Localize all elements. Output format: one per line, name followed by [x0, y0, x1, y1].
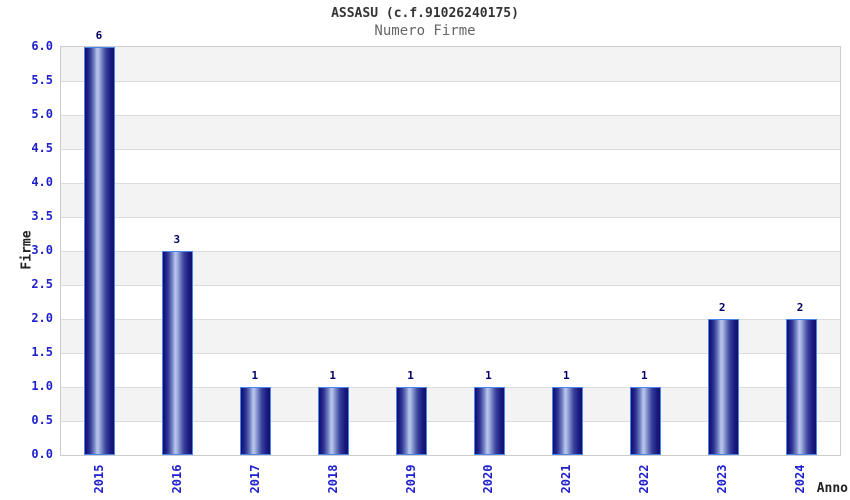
x-axis-label: Anno [816, 481, 848, 496]
y-tick-label: 2.0 [31, 311, 53, 325]
x-tick-label: 2016 [169, 464, 184, 494]
x-tick-label: 2023 [715, 464, 730, 494]
y-tick-label: 5.0 [31, 107, 53, 121]
x-tick-label: 2020 [481, 464, 496, 494]
background-band [61, 47, 840, 81]
gridline [61, 285, 840, 286]
bar-2022 [629, 387, 661, 455]
y-tick-label: 3.5 [31, 209, 53, 223]
bar-2020 [473, 387, 505, 455]
gridline [61, 251, 840, 252]
plot-area [60, 46, 841, 456]
background-band [61, 115, 840, 149]
y-tick-label: 4.0 [31, 175, 53, 189]
bar-2016 [162, 251, 194, 455]
background-band [61, 183, 840, 217]
bar-value-label: 1 [563, 369, 570, 382]
bar-2015 [84, 47, 116, 455]
gridline [61, 217, 840, 218]
bar-2024 [785, 319, 817, 455]
bar-2019 [396, 387, 428, 455]
bar-value-label: 2 [796, 301, 804, 314]
y-tick-label: 0.5 [31, 413, 53, 427]
x-tick-label: 2017 [247, 464, 262, 494]
y-tick-label: 3.0 [31, 243, 53, 257]
background-band [61, 217, 840, 251]
background-band [61, 81, 840, 115]
bar-2021 [551, 387, 583, 455]
y-tick-label: 0.0 [31, 447, 53, 461]
x-tick-label: 2024 [793, 464, 808, 494]
y-tick-label: 4.5 [31, 141, 53, 155]
gridline [61, 353, 840, 354]
bar-value-label: 1 [407, 369, 414, 382]
chart-subtitle: Numero Firme [374, 23, 476, 39]
gridline [61, 183, 840, 184]
gridline [61, 81, 840, 82]
gridline [61, 387, 840, 388]
y-tick-label: 1.5 [31, 345, 53, 359]
chart-title: ASSASU (c.f.91026240175) [331, 6, 519, 21]
x-tick-label: 2018 [325, 464, 340, 494]
gridline [61, 115, 840, 116]
bar-2023 [707, 319, 739, 455]
gridline [61, 319, 840, 320]
bar-value-label: 1 [251, 369, 259, 382]
bar-2017 [240, 387, 272, 455]
bar-value-label: 1 [640, 369, 648, 382]
y-tick-label: 2.5 [31, 277, 53, 291]
x-tick-label: 2022 [637, 464, 652, 494]
x-tick-label: 2021 [559, 464, 574, 494]
bar-value-label: 2 [718, 301, 726, 314]
y-tick-label: 6.0 [31, 39, 53, 53]
bar-value-label: 1 [329, 369, 336, 382]
bar-2018 [318, 387, 350, 455]
gridline [61, 421, 840, 422]
bar-value-label: 3 [173, 233, 181, 246]
bar-value-label: 6 [95, 29, 103, 42]
x-tick-label: 2015 [91, 464, 106, 494]
bar-value-label: 1 [485, 369, 492, 382]
y-tick-label: 5.5 [31, 73, 53, 87]
y-tick-label: 1.0 [31, 379, 53, 393]
background-band [61, 149, 840, 183]
x-tick-label: 2019 [403, 464, 418, 494]
gridline [61, 149, 840, 150]
